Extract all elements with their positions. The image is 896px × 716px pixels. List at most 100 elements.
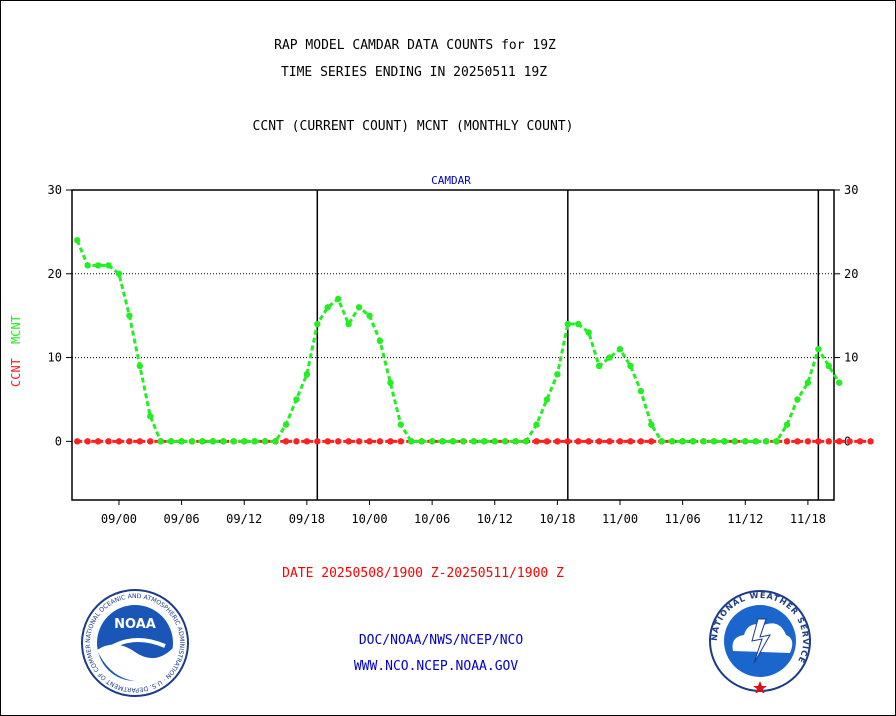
series-line-mcnt <box>75 239 841 443</box>
data-point-mcnt <box>94 262 102 269</box>
data-point-mcnt <box>554 371 561 378</box>
data-point-mcnt <box>689 438 697 445</box>
data-point-mcnt <box>408 438 415 445</box>
data-point-mcnt <box>220 438 227 445</box>
data-point-ccnt <box>575 438 582 445</box>
data-point-ccnt <box>366 438 373 445</box>
data-point-ccnt <box>637 438 645 445</box>
data-point-mcnt <box>825 362 832 370</box>
data-point-mcnt <box>324 304 331 311</box>
x-tick-label: 09/06 <box>164 512 200 526</box>
data-point-ccnt <box>136 438 144 445</box>
data-point-ccnt <box>846 438 853 445</box>
page-title: RAP MODEL CAMDAR DATA COUNTS for 19Z <box>274 38 556 53</box>
x-tick-label: 10/12 <box>477 512 513 526</box>
data-point-mcnt <box>241 438 248 445</box>
data-point-mcnt <box>314 320 321 328</box>
data-point-mcnt <box>606 354 613 361</box>
y-axis-label-ccnt: CCNT <box>9 358 23 387</box>
data-point-ccnt <box>825 438 832 445</box>
data-point-mcnt <box>836 379 843 386</box>
data-point-ccnt <box>648 438 655 445</box>
data-point-mcnt <box>533 421 540 428</box>
data-point-mcnt <box>616 345 624 353</box>
data-point-ccnt <box>293 438 300 445</box>
data-point-mcnt <box>595 362 603 370</box>
data-point-mcnt <box>773 438 780 445</box>
data-point-ccnt <box>94 438 102 445</box>
data-point-ccnt <box>815 438 822 445</box>
date-range-label: DATE 20250508/1900 Z-20250511/1900 Z <box>282 566 564 581</box>
data-point-mcnt <box>794 396 801 403</box>
data-point-mcnt <box>397 421 405 428</box>
data-point-ccnt <box>74 438 81 445</box>
data-point-mcnt <box>501 438 509 445</box>
data-point-ccnt <box>126 438 133 445</box>
data-point-mcnt <box>334 295 342 303</box>
data-point-mcnt <box>355 304 363 311</box>
y-axis-label-mcnt: MCNT <box>9 315 23 344</box>
data-point-mcnt <box>481 438 488 445</box>
nws-logo: NATIONAL WEATHER SERVICE <box>709 590 811 693</box>
series-description: CCNT (CURRENT COUNT) MCNT (MONTHLY COUNT… <box>252 119 574 134</box>
data-point-ccnt <box>836 438 843 445</box>
data-point-mcnt <box>460 438 467 445</box>
y-tick-label-left: 20 <box>48 267 62 281</box>
y-tick-label-left: 10 <box>48 351 62 365</box>
data-point-ccnt <box>627 438 634 445</box>
data-point-ccnt <box>543 438 551 445</box>
data-point-mcnt <box>710 438 718 445</box>
data-point-mcnt <box>157 438 164 445</box>
data-point-mcnt <box>648 421 655 428</box>
x-tick-label: 09/12 <box>226 512 262 526</box>
data-point-mcnt <box>804 379 812 386</box>
data-point-mcnt <box>418 438 425 445</box>
data-point-mcnt <box>449 438 457 445</box>
data-point-mcnt <box>762 438 770 445</box>
data-point-ccnt <box>783 438 791 445</box>
data-point-mcnt <box>470 438 478 445</box>
x-tick-label: 11/00 <box>602 512 638 526</box>
agency-label: DOC/NOAA/NWS/NCEP/NCO <box>358 633 524 648</box>
website-link[interactable]: WWW.NCO.NCEP.NOAA.GOV <box>353 659 519 674</box>
data-point-ccnt <box>533 438 540 445</box>
data-point-ccnt <box>282 438 290 445</box>
data-point-mcnt <box>199 438 206 445</box>
data-point-ccnt <box>794 438 801 445</box>
data-point-ccnt <box>105 438 112 445</box>
x-tick-label: 11/18 <box>790 512 826 526</box>
data-point-mcnt <box>293 396 300 403</box>
data-point-ccnt <box>334 438 342 445</box>
data-point-mcnt <box>282 421 290 428</box>
data-point-ccnt <box>804 438 812 445</box>
data-point-mcnt <box>261 438 269 445</box>
data-point-ccnt <box>147 438 154 445</box>
x-tick-label: 11/06 <box>665 512 701 526</box>
data-point-mcnt <box>251 438 258 445</box>
data-point-ccnt <box>115 438 123 445</box>
data-point-mcnt <box>366 312 373 319</box>
data-point-ccnt <box>387 438 394 445</box>
data-point-mcnt <box>627 362 634 370</box>
y-tick-label-left: 0 <box>55 434 62 448</box>
data-point-mcnt <box>84 262 91 269</box>
data-point-ccnt <box>324 438 331 445</box>
data-point-mcnt <box>585 329 592 336</box>
data-point-ccnt <box>856 438 864 445</box>
data-point-ccnt <box>314 438 321 445</box>
data-point-mcnt <box>74 237 81 244</box>
data-point-mcnt <box>731 438 739 445</box>
data-point-mcnt <box>188 438 196 445</box>
data-point-mcnt <box>115 270 123 277</box>
data-point-mcnt <box>230 438 237 445</box>
data-point-mcnt <box>491 438 498 445</box>
data-point-mcnt <box>522 438 530 445</box>
data-point-mcnt <box>376 337 384 345</box>
plot-area-frame <box>71 189 835 501</box>
y-tick-label-right: 20 <box>844 267 858 281</box>
data-point-mcnt <box>721 438 728 445</box>
data-point-ccnt <box>606 438 613 445</box>
data-point-mcnt <box>564 320 572 328</box>
data-point-mcnt <box>700 438 707 445</box>
